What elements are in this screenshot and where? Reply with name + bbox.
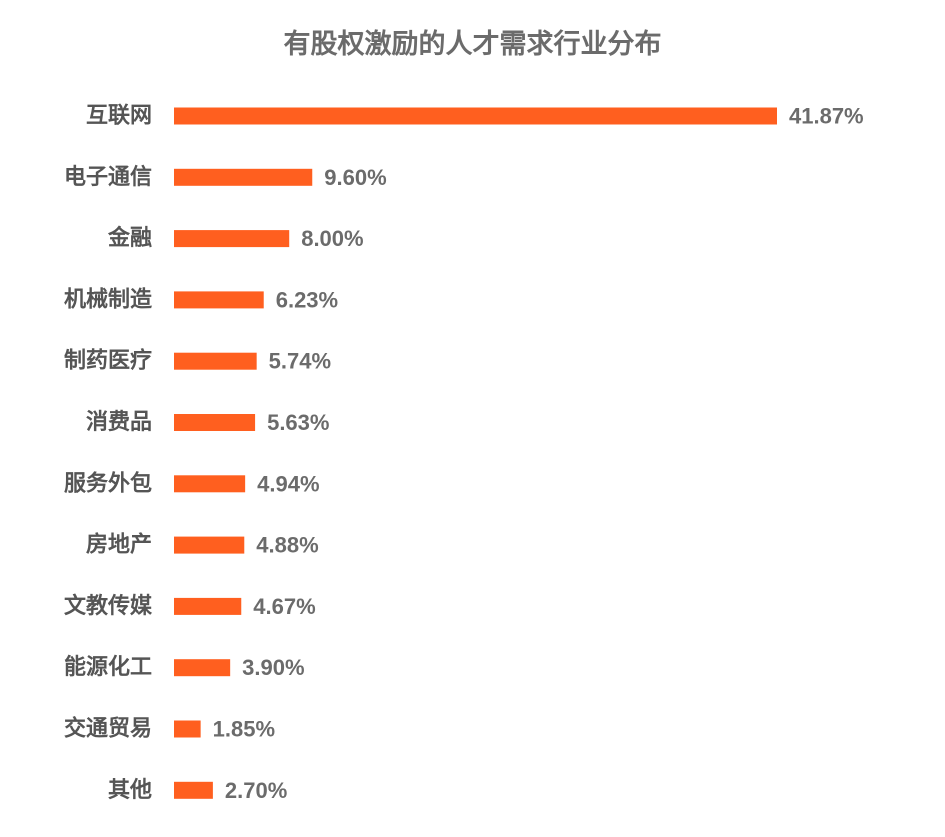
category-label: 能源化工 [64, 654, 152, 680]
bar [174, 414, 256, 431]
value-label: 4.94% [257, 471, 319, 496]
category-label: 服务外包 [64, 470, 152, 496]
bar [174, 659, 231, 677]
category-label: 房地产 [86, 532, 152, 558]
value-label: 5.74% [269, 349, 331, 374]
bar [174, 720, 201, 738]
value-label: 4.67% [253, 594, 315, 619]
value-label: 9.60% [324, 165, 386, 190]
category-label: 机械制造 [64, 287, 152, 312]
value-label: 41.87% [789, 104, 864, 129]
bar [174, 168, 313, 186]
bar [174, 352, 257, 370]
category-label: 电子通信 [64, 164, 152, 190]
chart-title: 有股权激励的人才需求行业分布 [283, 29, 662, 60]
category-label: 互联网 [86, 104, 152, 129]
value-label: 6.23% [276, 287, 338, 312]
bar [174, 230, 290, 248]
category-label: 其他 [108, 778, 152, 803]
value-label: 3.90% [242, 655, 304, 680]
bar [174, 475, 246, 493]
value-label: 8.00% [301, 226, 363, 251]
value-label: 4.88% [256, 533, 318, 558]
bar [174, 781, 213, 799]
value-label: 1.85% [213, 717, 275, 742]
bar [174, 291, 264, 309]
value-label: 5.63% [267, 410, 329, 435]
category-label: 消费品 [86, 410, 152, 435]
category-label: 制药医疗 [64, 348, 152, 374]
bar [174, 107, 777, 125]
bar [174, 536, 245, 554]
category-label: 交通贸易 [64, 716, 152, 742]
category-label: 金融 [107, 225, 152, 251]
bar [174, 597, 242, 615]
value-label: 2.70% [225, 778, 287, 803]
category-label: 文教传媒 [64, 593, 153, 619]
